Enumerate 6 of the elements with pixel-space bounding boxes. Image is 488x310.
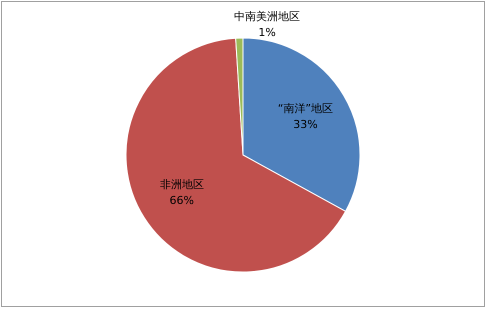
data-label: 1% bbox=[258, 26, 276, 40]
slice-label: 非洲地区 bbox=[160, 178, 204, 191]
slice-label: 中南美洲地区 bbox=[234, 10, 300, 24]
slice-label: “南洋”地区 bbox=[278, 102, 334, 116]
data-label: 66% bbox=[170, 194, 194, 207]
data-label: 33% bbox=[293, 118, 318, 132]
